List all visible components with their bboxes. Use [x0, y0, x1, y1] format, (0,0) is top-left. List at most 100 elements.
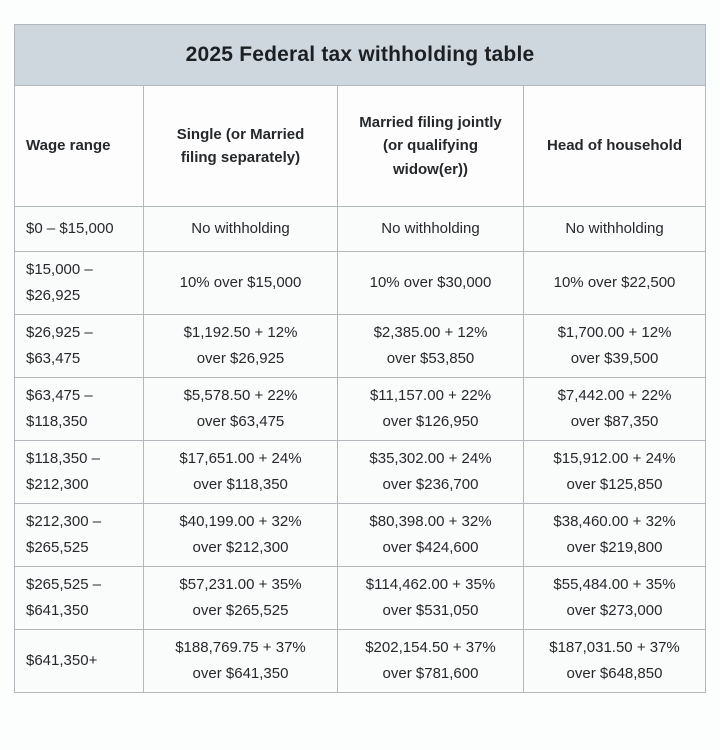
cell-line: over $63,475 — [196, 413, 285, 430]
cell-line: Head of household — [547, 137, 683, 155]
wage-range-cell: $63,475 – $118,350 — [14, 377, 144, 441]
table-header-row: Wage range Single (or Married filing separ… — [14, 85, 707, 207]
table-body: $0 – $15,000 No withholding No withholding… — [14, 206, 707, 693]
withholding-cell: $2,385.00 + 12% over $53,850 — [337, 314, 524, 378]
cell-line: Single (or Married — [176, 125, 305, 143]
cell-line: over $236,700 — [382, 476, 479, 493]
withholding-cell: No withholding — [337, 206, 524, 252]
wage-range-cell: $118,350 – $212,300 — [14, 440, 144, 504]
cell-line: $188,769.75 + 37% — [175, 638, 306, 656]
wage-range-cell: $641,350+ — [14, 629, 144, 693]
table-row: $15,000 – $26,925 10% over $15,000 10% over… — [14, 251, 707, 315]
column-header-married-filing-jointly: Married filing jointly (or qualifying wido… — [337, 85, 524, 207]
withholding-cell: No withholding — [522, 206, 707, 252]
cell-line: $0 – $15,000 — [26, 219, 114, 237]
table-title: 2025 Federal tax withholding table — [13, 24, 707, 86]
table-row: $212,300 – $265,525 $40,199.00 + 32% over $… — [14, 503, 707, 567]
withholding-cell: $1,192.50 + 12% over $26,925 — [143, 314, 338, 378]
cell-line: $118,350 – — [26, 449, 100, 467]
cell-line: over $212,300 — [192, 539, 289, 556]
withholding-cell: 10% over $22,500 — [522, 251, 707, 315]
withholding-cell: $55,484.00 + 35% over $273,000 — [522, 566, 707, 630]
table-row: $265,525 – $641,350 $57,231.00 + 35% over $… — [14, 566, 707, 630]
withholding-cell: $17,651.00 + 24% over $118,350 — [143, 440, 338, 504]
cell-line: (or qualifying — [383, 137, 478, 155]
cell-line: $212,300 – — [26, 512, 102, 530]
cell-line: over $641,350 — [192, 665, 289, 682]
cell-line: $118,350 — [26, 413, 88, 430]
cell-line: over $125,850 — [566, 476, 663, 493]
cell-line: $15,000 – — [26, 260, 93, 278]
cell-line: $114,462.00 + 35% — [365, 575, 496, 593]
cell-line: $26,925 – — [26, 323, 93, 341]
cell-line: $11,157.00 + 22% — [369, 386, 492, 404]
cell-line: $7,442.00 + 22% — [557, 386, 672, 404]
cell-line: over $87,350 — [570, 413, 659, 430]
withholding-cell: $202,154.50 + 37% over $781,600 — [337, 629, 524, 693]
withholding-cell: $38,460.00 + 32% over $219,800 — [522, 503, 707, 567]
wage-range-cell: $15,000 – $26,925 — [14, 251, 144, 315]
cell-line: $1,700.00 + 12% — [557, 323, 672, 341]
withholding-cell: 10% over $15,000 — [143, 251, 338, 315]
withholding-cell: $187,031.50 + 37% over $648,850 — [522, 629, 707, 693]
cell-line: 10% over $30,000 — [369, 273, 492, 291]
withholding-cell: $1,700.00 + 12% over $39,500 — [522, 314, 707, 378]
withholding-cell: $5,578.50 + 22% over $63,475 — [143, 377, 338, 441]
wage-range-cell: $265,525 – $641,350 — [14, 566, 144, 630]
cell-line: $63,475 – — [26, 386, 93, 404]
cell-line: over $648,850 — [566, 665, 663, 682]
cell-line: $212,300 — [26, 476, 89, 493]
cell-line: $57,231.00 + 35% — [179, 575, 302, 593]
cell-line: $17,651.00 + 24% — [179, 449, 302, 467]
cell-line: over $26,925 — [196, 350, 285, 367]
cell-line: $15,912.00 + 24% — [553, 449, 676, 467]
cell-line: over $219,800 — [566, 539, 663, 556]
column-header-head-of-household: Head of household — [522, 85, 707, 207]
withholding-cell: No withholding — [143, 206, 338, 252]
cell-line: $40,199.00 + 32% — [179, 512, 302, 530]
cell-line: $80,398.00 + 32% — [369, 512, 492, 530]
cell-line: $5,578.50 + 22% — [183, 386, 298, 404]
cell-line: $1,192.50 + 12% — [183, 323, 298, 341]
wage-range-cell: $212,300 – $265,525 — [14, 503, 144, 567]
withholding-cell: $40,199.00 + 32% over $212,300 — [143, 503, 338, 567]
cell-line: Wage range — [26, 137, 111, 155]
cell-line: filing separately) — [180, 149, 301, 166]
cell-line: $202,154.50 + 37% — [365, 638, 496, 656]
table-row: $0 – $15,000 No withholding No withholding… — [14, 206, 707, 252]
withholding-cell: $15,912.00 + 24% over $125,850 — [522, 440, 707, 504]
withholding-cell: 10% over $30,000 — [337, 251, 524, 315]
cell-line: $38,460.00 + 32% — [553, 512, 676, 530]
cell-line: $26,925 — [26, 287, 81, 304]
cell-line: over $126,950 — [382, 413, 479, 430]
cell-line: No withholding — [381, 219, 480, 237]
cell-line: $35,302.00 + 24% — [369, 449, 492, 467]
table-row: $26,925 – $63,475 $1,192.50 + 12% over $26,… — [14, 314, 707, 378]
cell-line: over $118,350 — [193, 476, 288, 493]
cell-line: over $53,850 — [386, 350, 475, 367]
cell-line: No withholding — [565, 219, 664, 237]
cell-line: over $39,500 — [570, 350, 659, 367]
tax-withholding-table: 2025 Federal tax withholding table Wage … — [13, 24, 707, 693]
table-title-row: 2025 Federal tax withholding table — [13, 24, 707, 86]
withholding-cell: $80,398.00 + 32% over $424,600 — [337, 503, 524, 567]
cell-line: $187,031.50 + 37% — [549, 638, 680, 656]
cell-line: $55,484.00 + 35% — [553, 575, 676, 593]
cell-line: $641,350 — [26, 602, 89, 619]
table-row: $63,475 – $118,350 $5,578.50 + 22% over $63… — [14, 377, 707, 441]
cell-line: Married filing jointly — [359, 114, 502, 132]
cell-line: 10% over $22,500 — [553, 273, 676, 291]
withholding-cell: $114,462.00 + 35% over $531,050 — [337, 566, 524, 630]
cell-line: $641,350+ — [26, 651, 98, 669]
wage-range-cell: $26,925 – $63,475 — [14, 314, 144, 378]
column-header-single-or-married-filing-separately: Single (or Married filing separately) — [143, 85, 338, 207]
cell-line: widow(er)) — [393, 160, 468, 178]
table-row: $118,350 – $212,300 $17,651.00 + 24% over $… — [14, 440, 707, 504]
cell-line: over $531,050 — [382, 602, 479, 619]
table-row: $641,350+ $188,769.75 + 37% over $641,350 $… — [14, 629, 707, 693]
withholding-cell: $11,157.00 + 22% over $126,950 — [337, 377, 524, 441]
withholding-cell: $35,302.00 + 24% over $236,700 — [337, 440, 524, 504]
cell-line: over $781,600 — [382, 665, 479, 682]
cell-line: 10% over $15,000 — [179, 273, 302, 291]
